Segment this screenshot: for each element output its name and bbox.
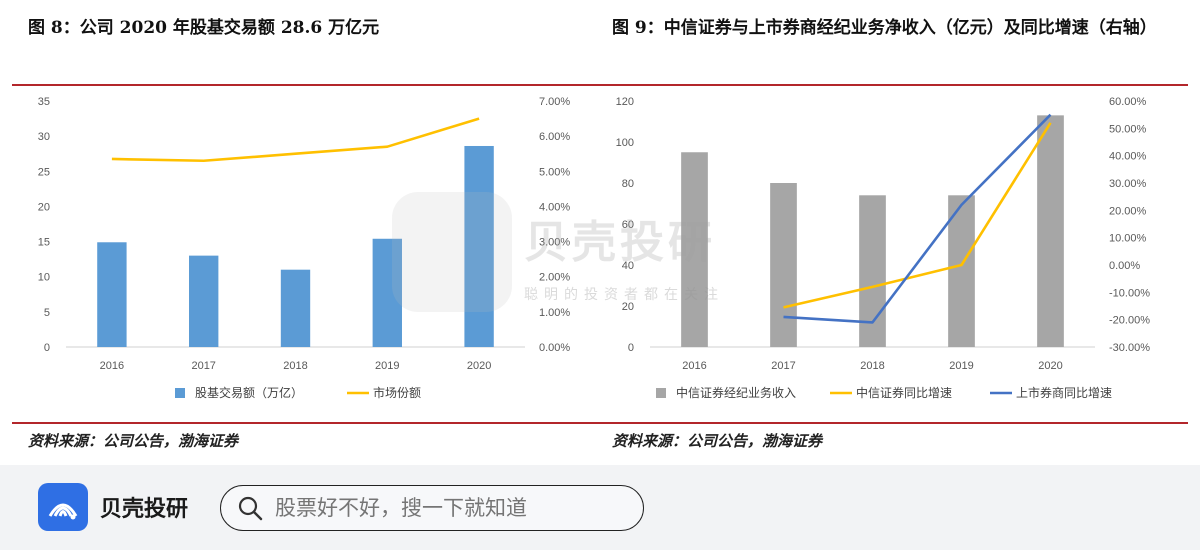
data-bar xyxy=(189,255,219,347)
left-axis-tick-label: 5 xyxy=(44,307,50,319)
top-divider xyxy=(12,84,1188,86)
left-axis-tick-label: 120 xyxy=(616,96,634,108)
bottom-divider xyxy=(12,422,1188,424)
right-axis-tick-label: 2.00% xyxy=(539,272,570,284)
right-axis-tick-label: 30.00% xyxy=(1109,178,1147,190)
legend-label: 市场份额 xyxy=(373,385,421,400)
left-axis-tick-label: 100 xyxy=(616,137,634,149)
legend-label: 上市券商同比增速 xyxy=(1016,385,1112,400)
right-axis-tick-label: -20.00% xyxy=(1109,315,1150,327)
left-axis-tick-label: 0 xyxy=(44,342,50,354)
data-line xyxy=(783,122,1052,309)
right-axis-tick-label: 1.00% xyxy=(539,307,570,319)
left-axis-tick-label: 40 xyxy=(622,260,634,272)
figure-9-source: 资料来源：公司公告，渤海证券 xyxy=(612,432,823,450)
right-axis-tick-label: 0.00% xyxy=(1109,260,1140,272)
right-axis-tick-label: 60.00% xyxy=(1109,96,1147,108)
right-axis-tick-label: -10.00% xyxy=(1109,287,1150,299)
figure-9-title: 图 9：中信证券与上市券商经纪业务净收入（亿元）及同比增速（右轴） xyxy=(612,18,1157,38)
x-axis-tick-label: 2017 xyxy=(771,360,795,372)
right-axis-tick-label: 20.00% xyxy=(1109,205,1147,217)
data-bar xyxy=(681,152,708,347)
left-axis-tick-label: 15 xyxy=(38,237,50,249)
x-axis-tick-label: 2017 xyxy=(191,360,215,372)
left-axis-tick-label: 20 xyxy=(622,301,634,313)
data-bar xyxy=(97,242,127,347)
left-axis-tick-label: 35 xyxy=(38,96,50,108)
left-axis-tick-label: 0 xyxy=(628,342,634,354)
right-axis-tick-label: 40.00% xyxy=(1109,151,1147,163)
right-axis-tick-label: 10.00% xyxy=(1109,233,1147,245)
x-axis-tick-label: 2019 xyxy=(375,360,399,372)
left-axis-tick-label: 10 xyxy=(38,272,50,284)
search-input[interactable] xyxy=(275,496,635,520)
right-axis-tick-label: 3.00% xyxy=(539,237,570,249)
data-bar xyxy=(464,145,494,347)
right-axis-tick-label: 0.00% xyxy=(539,342,570,354)
right-axis-tick-label: 7.00% xyxy=(539,96,570,108)
trading-volume-chart: 0 5 10 15 20 25 30 35 0.00% 1.00% 2.00% 3.00% 4.00% 5… xyxy=(38,96,571,400)
seashell-logo-icon[interactable] xyxy=(38,483,88,531)
data-line xyxy=(111,117,480,163)
figure-8-source: 资料来源：公司公告，渤海证券 xyxy=(28,432,239,450)
x-axis-tick-label: 2018 xyxy=(860,360,884,372)
x-axis-tick-label: 2020 xyxy=(467,360,491,372)
data-bar xyxy=(948,195,975,347)
data-line xyxy=(783,113,1052,324)
left-axis-tick-label: 20 xyxy=(38,201,50,213)
right-axis-tick-label: 6.00% xyxy=(539,131,570,143)
figure-8-title: 图 8：公司 2020 年股基交易额 28.6 万亿元 xyxy=(28,18,380,38)
left-axis-tick-label: 60 xyxy=(622,219,634,231)
x-axis-tick-label: 2016 xyxy=(682,360,706,372)
left-axis-tick-label: 25 xyxy=(38,166,50,178)
left-axis-tick-label: 80 xyxy=(622,178,634,190)
search-icon xyxy=(238,496,263,521)
right-axis-tick-label: 50.00% xyxy=(1109,123,1147,135)
right-axis-tick-label: 5.00% xyxy=(539,166,570,178)
app-name[interactable]: 贝壳投研 xyxy=(100,497,189,522)
legend-label: 中信证券同比增速 xyxy=(856,385,952,400)
legend-label: 中信证券经纪业务收入 xyxy=(676,385,796,400)
data-bar xyxy=(1037,115,1064,347)
brokerage-income-chart: 0 20 40 60 80 100 120 -30.00% -20.00% -10.00% 0.00… xyxy=(616,96,1151,400)
legend-label: 股基交易额（万亿） xyxy=(195,385,303,400)
left-axis-tick-label: 30 xyxy=(38,131,50,143)
app-footer-bar: 贝壳投研 xyxy=(0,465,1200,550)
x-axis-tick-label: 2020 xyxy=(1038,360,1062,372)
search-bar[interactable] xyxy=(220,485,644,531)
x-axis-tick-label: 2016 xyxy=(100,360,124,372)
data-bar xyxy=(280,269,311,347)
right-axis-tick-label: -30.00% xyxy=(1109,342,1150,354)
legend-swatch-bar xyxy=(175,388,185,398)
data-bar xyxy=(372,238,402,347)
data-bar xyxy=(859,195,886,347)
data-bar xyxy=(770,183,797,347)
x-axis-tick-label: 2019 xyxy=(949,360,973,372)
legend-swatch-bar xyxy=(656,388,666,398)
right-axis-tick-label: 4.00% xyxy=(539,201,570,213)
x-axis-tick-label: 2018 xyxy=(283,360,307,372)
